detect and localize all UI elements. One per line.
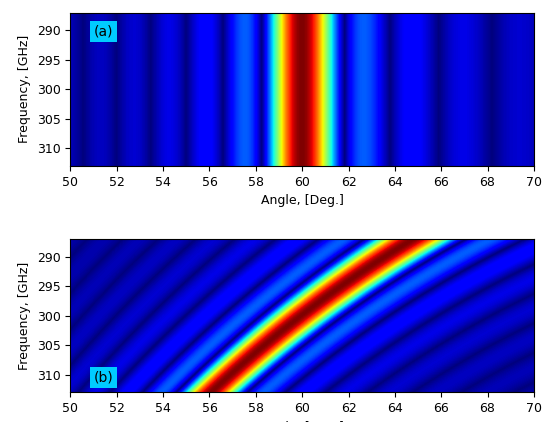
Text: (a): (a) <box>94 24 113 38</box>
Text: (b): (b) <box>94 370 113 384</box>
X-axis label: Angle, [Deg.]: Angle, [Deg.] <box>261 421 344 422</box>
Y-axis label: Frequency, [GHz]: Frequency, [GHz] <box>18 262 31 370</box>
Y-axis label: Frequency, [GHz]: Frequency, [GHz] <box>18 35 31 143</box>
X-axis label: Angle, [Deg.]: Angle, [Deg.] <box>261 194 344 207</box>
